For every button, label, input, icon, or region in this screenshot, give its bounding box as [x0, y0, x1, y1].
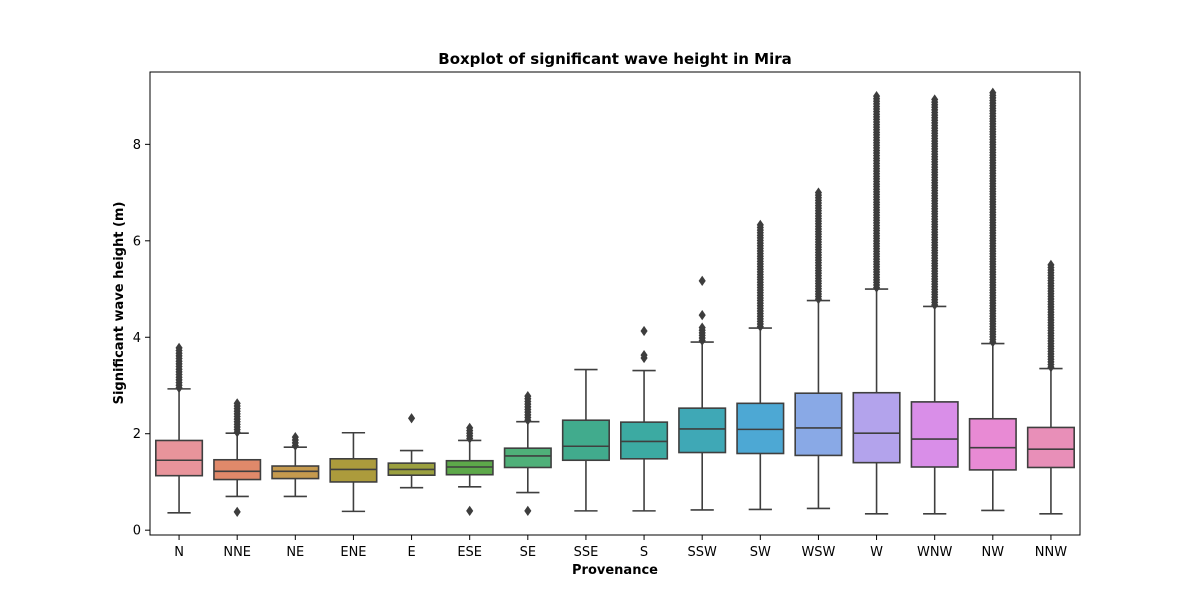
y-tick-label: 8 [133, 138, 141, 153]
box-nw [968, 417, 1017, 471]
y-tick-label: 6 [133, 234, 141, 249]
box-w [852, 391, 901, 464]
outlier-marker [640, 325, 648, 337]
chart-title: Boxplot of significant wave height in Mi… [438, 50, 791, 68]
y-tick-label: 2 [133, 427, 141, 442]
x-tick-label: WSW [801, 545, 835, 560]
outlier-marker [291, 431, 299, 443]
box-s [620, 421, 669, 460]
outlier-marker [698, 309, 706, 321]
plot-area: 0 2 4 6 8 N NNE NE ENE E ESE SE SSE S SSW SW WSW W WNW NW NN… [133, 71, 1081, 560]
x-tick-label: ENE [340, 545, 366, 560]
box-sw [736, 402, 785, 455]
outlier-marker [872, 90, 881, 102]
box-ne [271, 465, 320, 480]
x-tick-label: SSE [574, 545, 599, 560]
outlier-marker [640, 349, 648, 361]
x-tick-label: S [640, 545, 648, 560]
outlier-marker [466, 422, 474, 434]
outlier-marker [698, 275, 706, 286]
outlier-marker [698, 322, 706, 333]
outlier-marker [175, 342, 183, 353]
x-tick-label: ESE [457, 545, 482, 560]
outlier-marker [466, 505, 474, 517]
x-tick-label: WNW [917, 545, 953, 560]
outlier-marker [233, 506, 241, 517]
x-tick-label: SE [520, 545, 536, 560]
x-tick-label: NNE [223, 545, 251, 560]
y-axis-label: Significant wave height (m) [112, 202, 127, 405]
outlier-marker [814, 187, 823, 198]
y-tick-label: 4 [133, 331, 141, 346]
x-tick-label: N [174, 545, 184, 560]
outlier-marker [931, 94, 939, 105]
box-wnw [910, 401, 959, 468]
x-axis-label: Provenance [572, 563, 658, 578]
x-tick-label: SW [750, 545, 771, 560]
axes-frame [149, 71, 1081, 536]
outlier-marker [233, 398, 241, 409]
outlier-marker [989, 87, 997, 98]
box-wsw [794, 392, 843, 457]
outlier-marker [524, 390, 532, 402]
outlier-marker [407, 413, 416, 424]
outlier-marker [756, 219, 764, 231]
box-se [503, 447, 552, 469]
y-tick-label: 0 [133, 524, 141, 539]
box-ene [329, 457, 378, 483]
box-nne [213, 458, 262, 481]
box-ssw [678, 407, 727, 454]
x-tick-label: NNW [1035, 545, 1067, 560]
x-tick-label: NE [286, 545, 304, 560]
x-tick-label: W [870, 545, 883, 560]
outlier-marker [1047, 259, 1055, 271]
x-tick-label: SSW [688, 545, 718, 560]
box-nnw [1026, 426, 1075, 469]
x-tick-label: E [407, 545, 415, 560]
box-sse [561, 419, 610, 462]
x-tick-label: NW [982, 545, 1005, 560]
outlier-marker [524, 505, 532, 517]
box-n [155, 439, 204, 477]
